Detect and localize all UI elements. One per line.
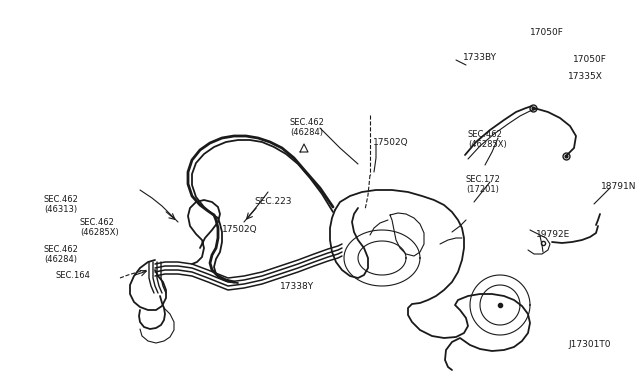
Text: 17338Y: 17338Y bbox=[280, 282, 314, 291]
Text: J17301T0: J17301T0 bbox=[568, 340, 611, 349]
Text: SEC.462
(46285X): SEC.462 (46285X) bbox=[80, 218, 119, 237]
Text: SEC.462
(46313): SEC.462 (46313) bbox=[44, 195, 79, 214]
Text: SEC.164: SEC.164 bbox=[55, 271, 90, 280]
Text: 17335X: 17335X bbox=[568, 72, 603, 81]
Text: 17502Q: 17502Q bbox=[222, 225, 258, 234]
Text: SEC.172
(17201): SEC.172 (17201) bbox=[466, 175, 501, 195]
Text: SEC.223: SEC.223 bbox=[254, 197, 291, 206]
Text: 1733BY: 1733BY bbox=[463, 53, 497, 62]
Text: 17502Q: 17502Q bbox=[373, 138, 408, 147]
Text: SEC.462
(46285X): SEC.462 (46285X) bbox=[468, 130, 507, 150]
Text: 18791N: 18791N bbox=[601, 182, 637, 191]
Text: 17050F: 17050F bbox=[530, 28, 564, 37]
Text: SEC.462
(46284): SEC.462 (46284) bbox=[290, 118, 325, 137]
Text: 19792E: 19792E bbox=[536, 230, 570, 239]
Text: SEC.462
(46284): SEC.462 (46284) bbox=[44, 245, 79, 264]
Text: 17050F: 17050F bbox=[573, 55, 607, 64]
